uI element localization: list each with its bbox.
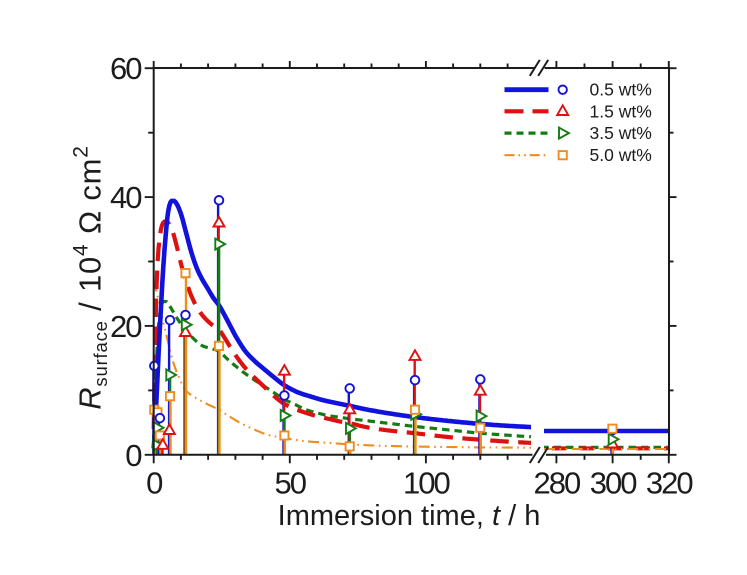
svg-text:20: 20 bbox=[110, 309, 142, 344]
svg-text:300: 300 bbox=[590, 466, 637, 501]
svg-text:320: 320 bbox=[646, 466, 693, 501]
svg-text:60: 60 bbox=[110, 51, 142, 86]
svg-text:40: 40 bbox=[110, 180, 142, 215]
svg-text:50: 50 bbox=[275, 466, 307, 501]
svg-text:1.5 wt%: 1.5 wt% bbox=[590, 101, 652, 121]
svg-text:280: 280 bbox=[534, 466, 581, 501]
svg-text:100: 100 bbox=[403, 466, 450, 501]
svg-text:0: 0 bbox=[125, 438, 142, 473]
svg-text:5.0 wt%: 5.0 wt% bbox=[590, 145, 652, 165]
svg-text:Immersion time, t / h: Immersion time, t / h bbox=[278, 500, 541, 532]
svg-text:0.5 wt%: 0.5 wt% bbox=[590, 80, 652, 100]
svg-text:Rsurface / 104 Ω cm2: Rsurface / 104 Ω cm2 bbox=[70, 145, 112, 410]
svg-text:3.5 wt%: 3.5 wt% bbox=[590, 123, 652, 143]
svg-text:0: 0 bbox=[146, 466, 163, 501]
